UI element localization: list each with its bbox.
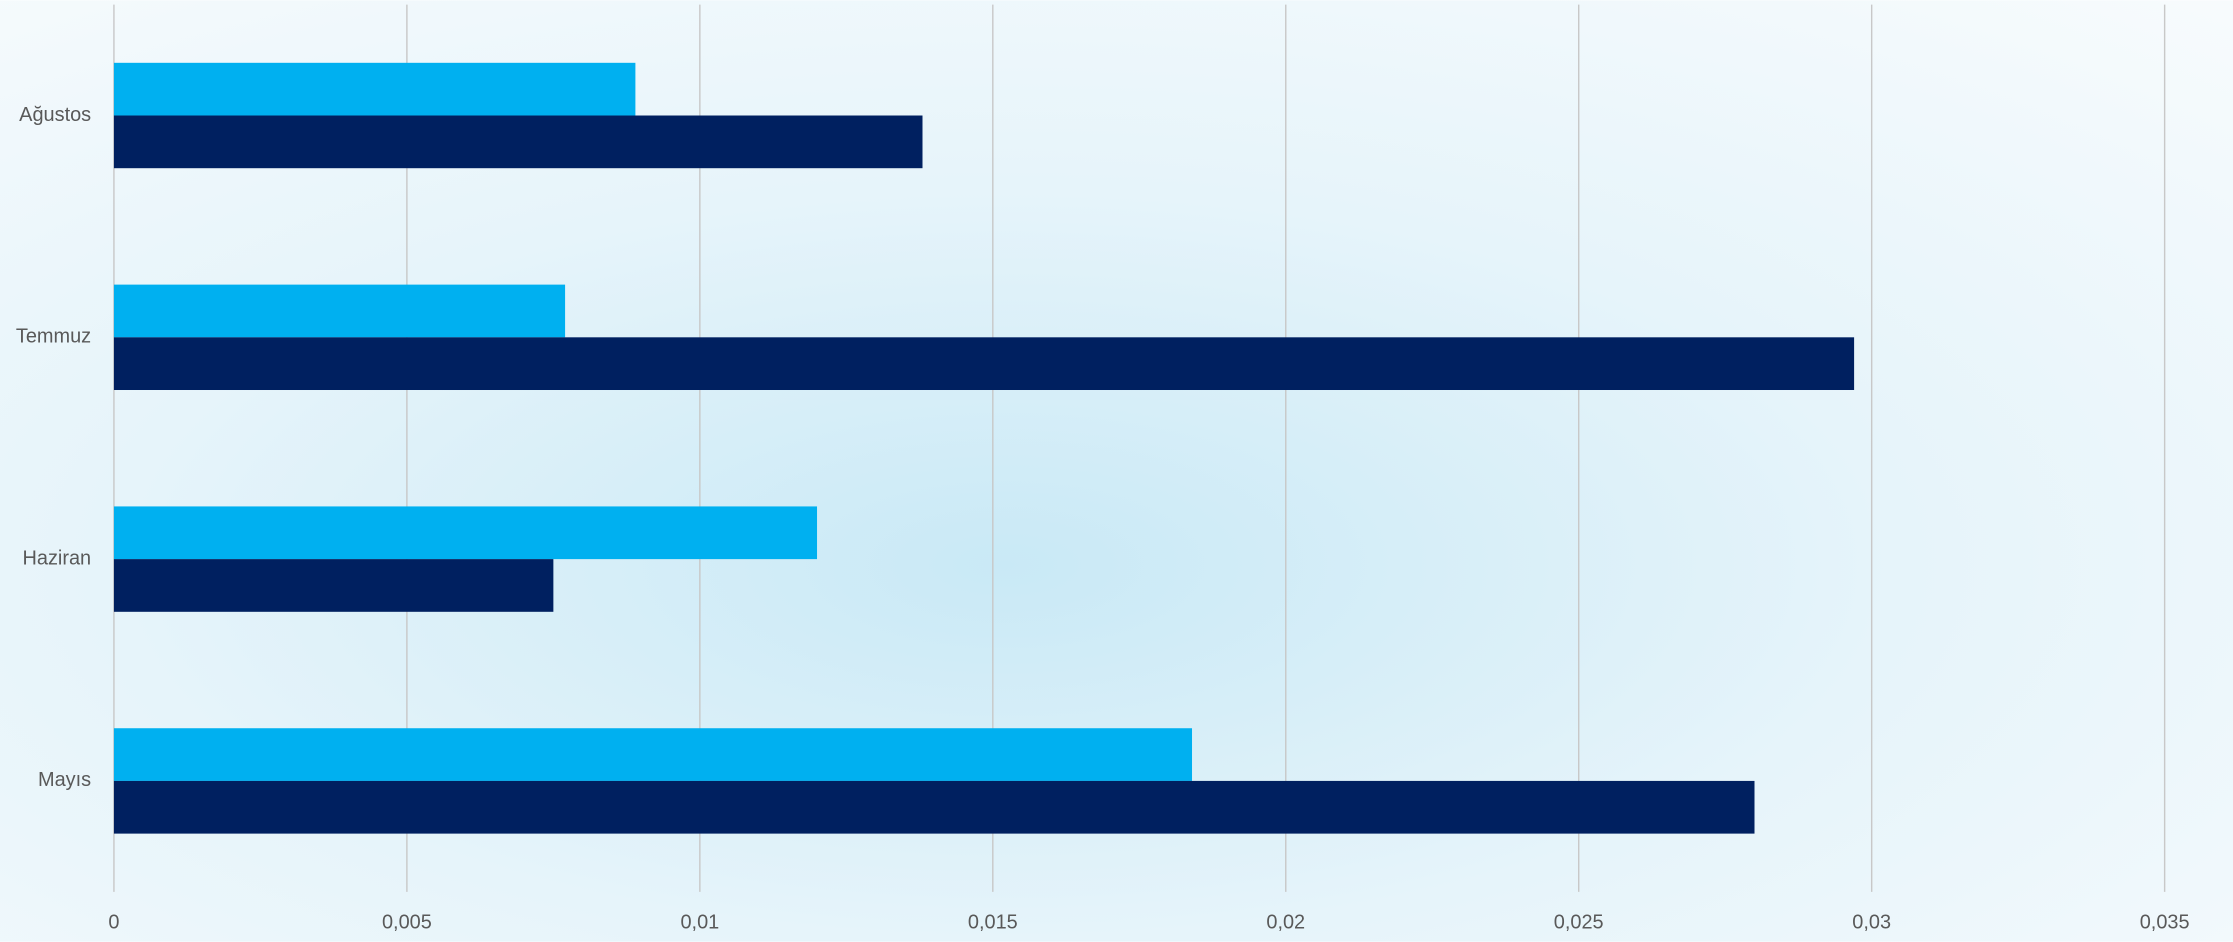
x-tick-label: 0,005 bbox=[382, 911, 432, 933]
y-tick-label: Temmuz bbox=[16, 326, 91, 348]
y-tick-label: Haziran bbox=[22, 547, 91, 569]
y-tick-label: Ağustos bbox=[19, 104, 91, 126]
x-tick-label: 0,03 bbox=[1852, 911, 1891, 933]
x-tick-label: 0,015 bbox=[968, 911, 1018, 933]
x-tick-label: 0,01 bbox=[680, 911, 719, 933]
y-tick-label: Mayıs bbox=[38, 769, 91, 791]
bar bbox=[113, 559, 554, 612]
bar bbox=[113, 506, 818, 560]
x-tick-label: 0,02 bbox=[1266, 911, 1305, 933]
bar bbox=[113, 728, 1193, 781]
bar bbox=[113, 115, 923, 169]
x-tick-label: 0,025 bbox=[1554, 911, 1604, 933]
x-tick-label: 0,035 bbox=[2140, 911, 2190, 933]
bar bbox=[113, 284, 566, 338]
bar bbox=[113, 62, 636, 116]
bar bbox=[113, 780, 1755, 834]
bar bbox=[113, 337, 1855, 391]
x-tick-label: 0 bbox=[108, 911, 119, 933]
